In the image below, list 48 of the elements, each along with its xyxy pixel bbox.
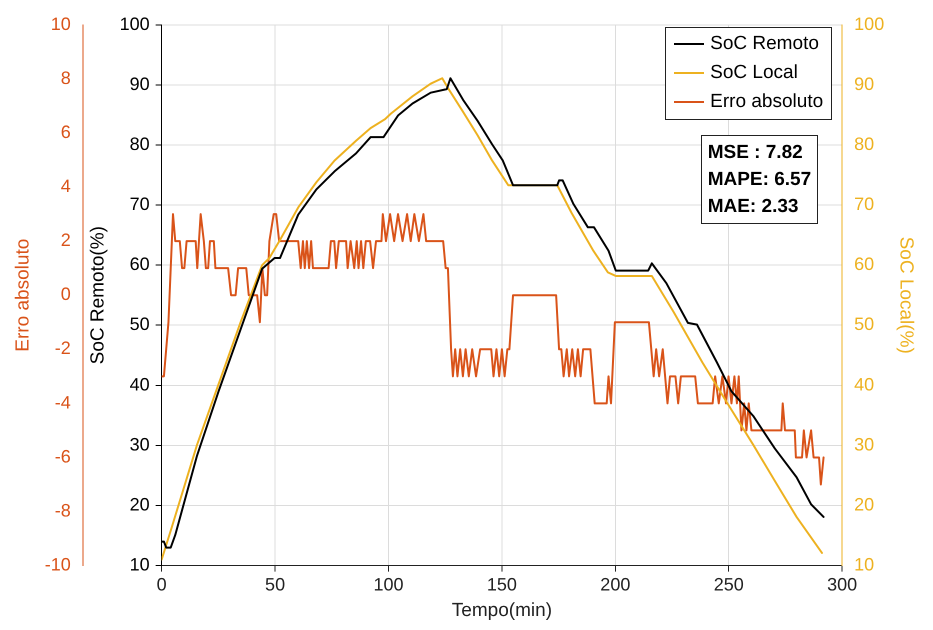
y2-tick-label: 50 (854, 314, 874, 334)
y-tick-label: 100 (120, 14, 150, 34)
y3-tick-label: 2 (60, 230, 71, 250)
y2-tick-label: 80 (854, 134, 874, 154)
y-tick-label: 50 (130, 314, 150, 334)
legend-label: SoC Local (710, 62, 798, 84)
y-tick-label: 40 (130, 374, 150, 394)
x-tick-label: 50 (265, 574, 286, 594)
legend-label: Erro absoluto (710, 91, 824, 114)
x-axis-title: Tempo(min) (452, 600, 552, 621)
y2-tick-label: 10 (854, 554, 874, 575)
y2-tick-label: 70 (854, 194, 874, 214)
y2-tick-label: 100 (854, 14, 884, 34)
y3-tick-label: -4 (54, 392, 71, 412)
y3-tick-label: 6 (60, 122, 71, 142)
y3-tick-label: -10 (44, 554, 71, 575)
y2-tick-label: 40 (854, 374, 874, 394)
y3-tick-label: -2 (54, 338, 71, 358)
annotation: MSE : 7.82 (708, 140, 804, 165)
annotation: MAPE: 6.57 (708, 168, 812, 192)
x-tick-label: 100 (373, 574, 404, 594)
y-tick-label: 30 (130, 434, 150, 454)
y3-tick-label: -8 (54, 500, 71, 520)
y3-axis-title: Erro absoluto (12, 238, 34, 352)
x-tick-label: 150 (486, 574, 517, 594)
y3-tick-label: 0 (60, 284, 71, 304)
y2-tick-label: 90 (854, 74, 874, 94)
y2-tick-label: 30 (854, 434, 874, 454)
y-axis-title: SoC Remoto(%) (87, 226, 108, 364)
x-tick-label: 250 (714, 574, 744, 594)
y3-tick-label: -6 (54, 446, 71, 466)
y-tick-label: 10 (130, 554, 150, 575)
y2-axis-title: SoC Local(%) (895, 236, 916, 354)
x-tick-label: 200 (600, 574, 630, 594)
y-tick-label: 20 (130, 494, 150, 514)
y-tick-label: 70 (130, 194, 150, 214)
y2-tick-label: 20 (854, 494, 874, 514)
y3-tick-label: 10 (50, 14, 71, 34)
y3-tick-label: 4 (60, 176, 71, 196)
y-tick-label: 60 (130, 254, 150, 274)
y3-tick-label: 8 (60, 68, 71, 88)
y-tick-label: 90 (130, 74, 150, 94)
y-tick-label: 80 (130, 134, 150, 154)
legend-label: SoC Remoto (710, 33, 819, 56)
annotation: MAE: 2.33 (708, 194, 800, 219)
x-tick-label: 300 (827, 574, 858, 594)
y2-tick-label: 60 (854, 254, 874, 274)
x-tick-label: 0 (156, 574, 167, 594)
